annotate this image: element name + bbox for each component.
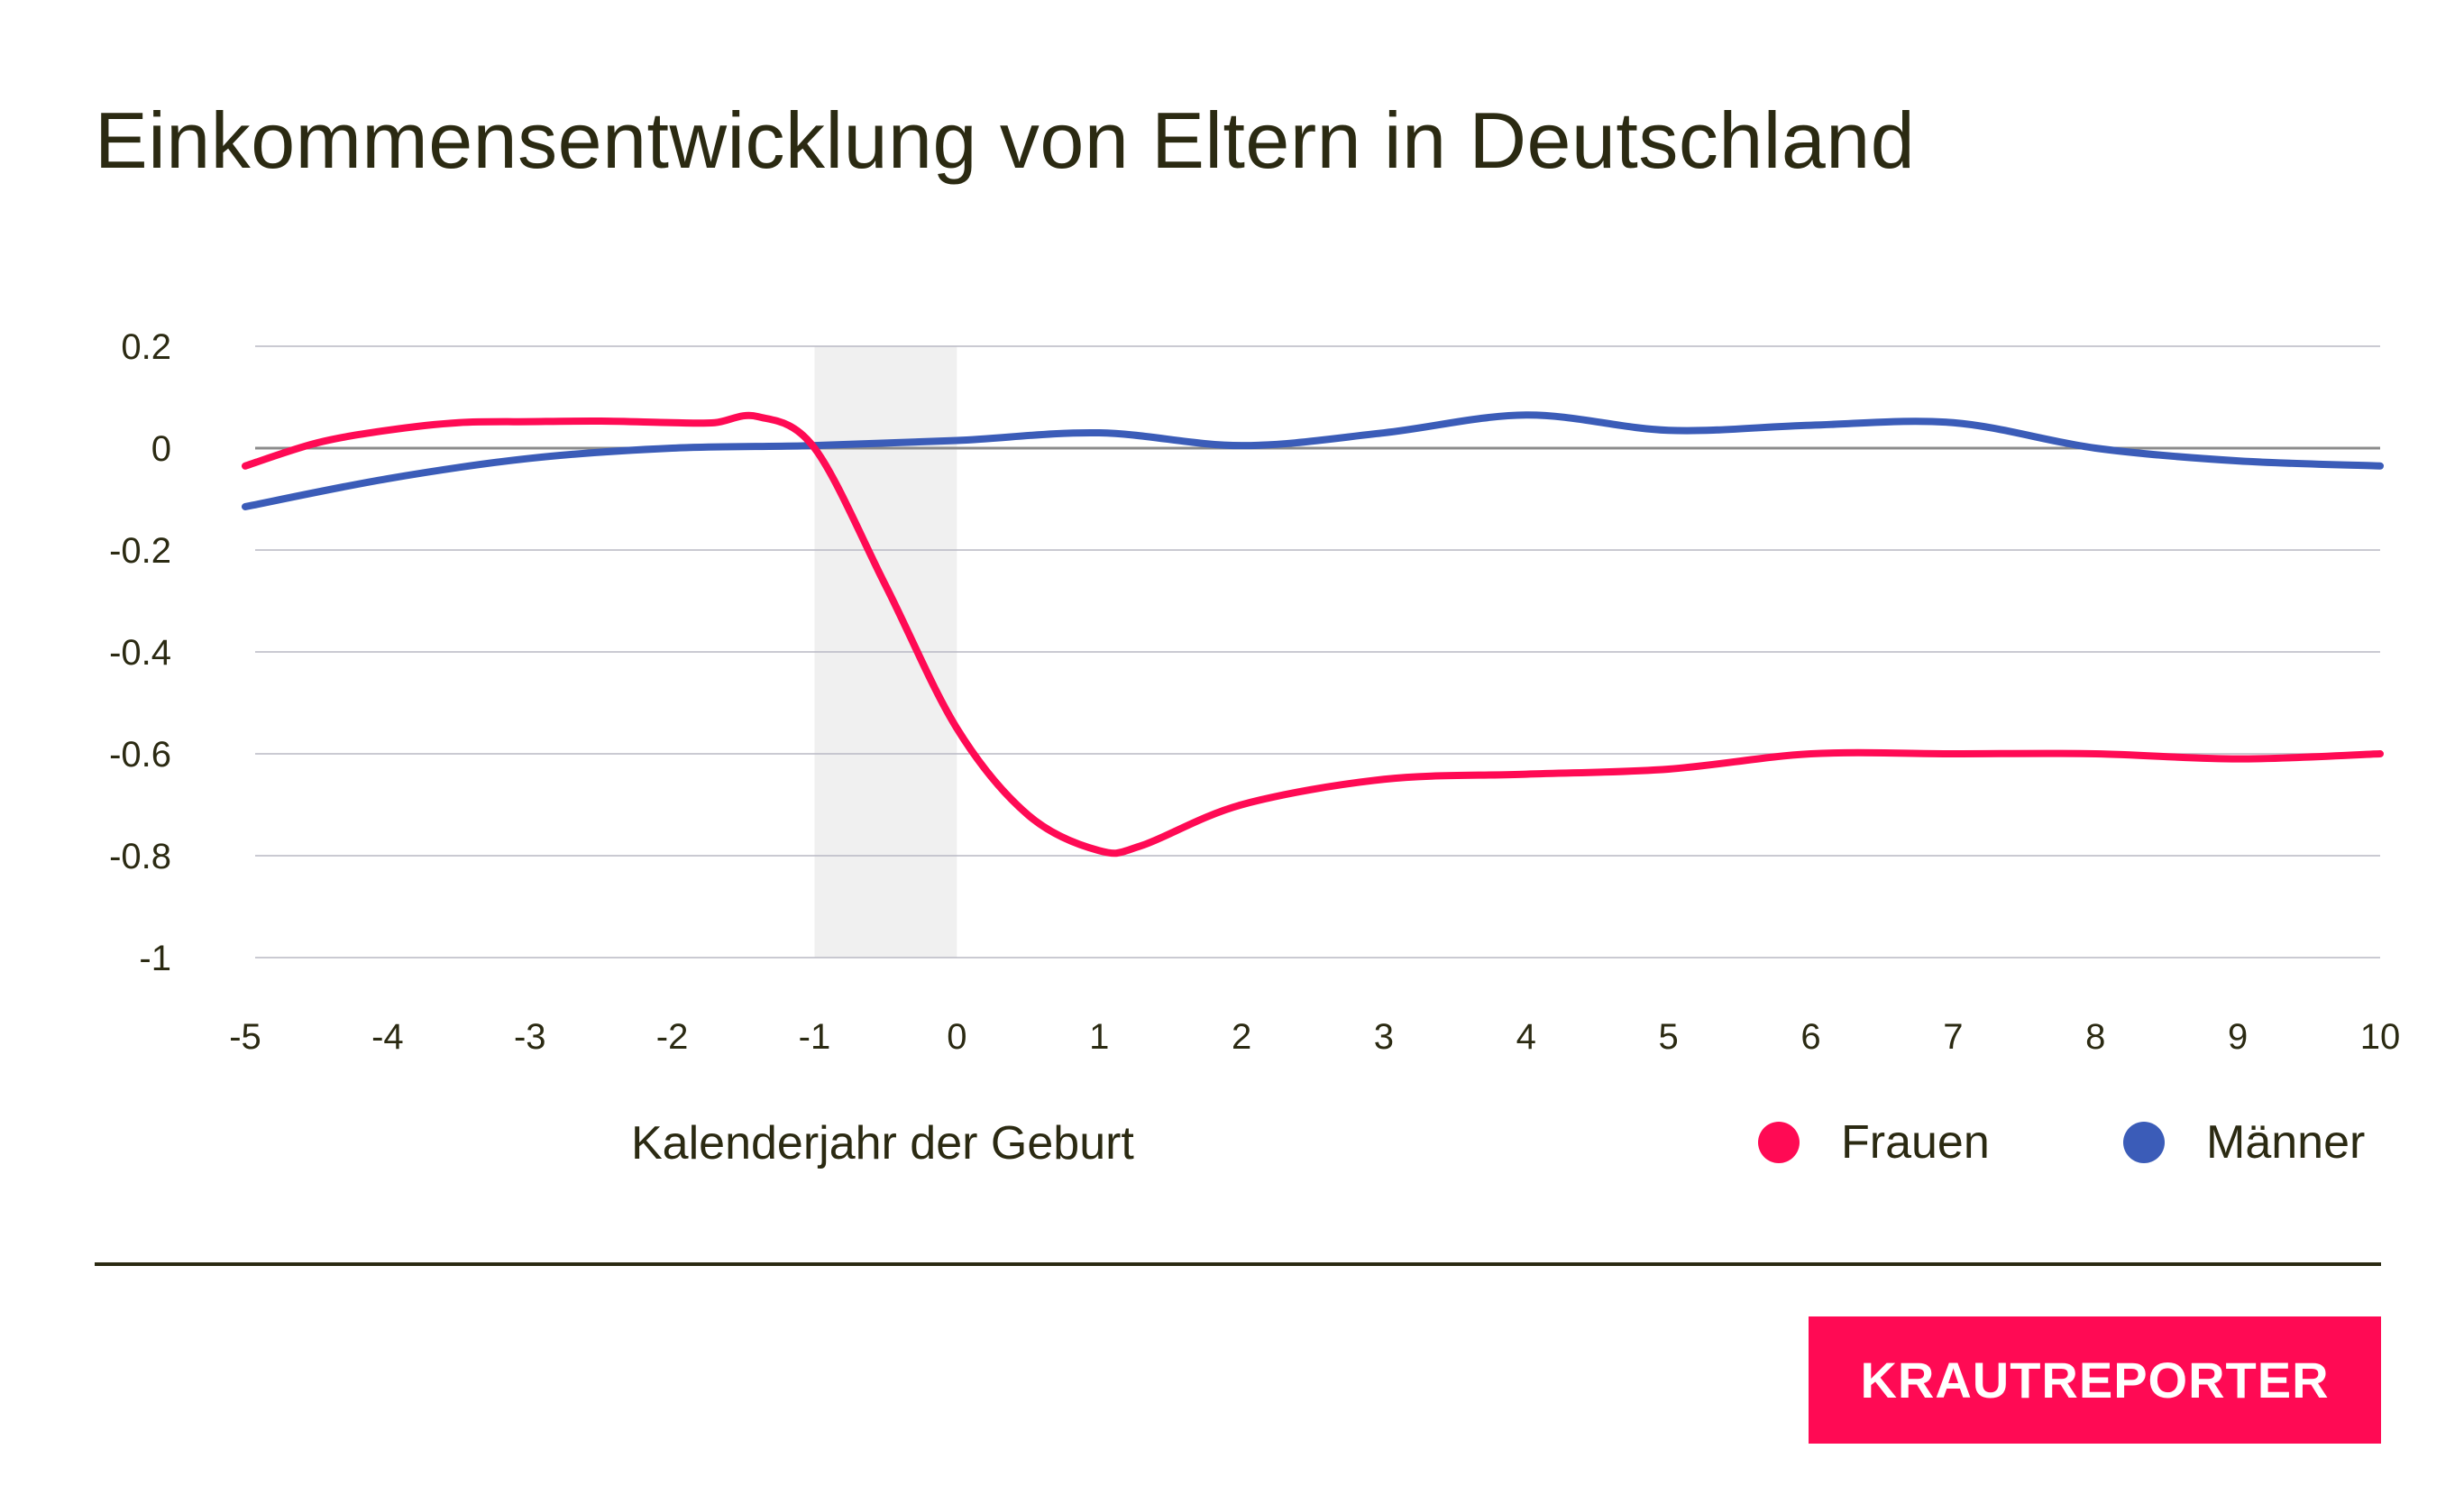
- y-tick-label: -0.2: [109, 531, 171, 571]
- y-tick-label: -0.8: [109, 837, 171, 876]
- x-tick-label: 9: [2228, 1017, 2248, 1057]
- y-tick-label: 0.2: [121, 327, 171, 367]
- legend-item-frauen: Frauen: [1758, 1111, 1990, 1174]
- y-tick-label: -0.6: [109, 735, 171, 775]
- legend-item-maenner: Männer: [2123, 1111, 2365, 1174]
- x-tick-label: -3: [514, 1017, 546, 1057]
- x-tick-label: 0: [947, 1017, 966, 1057]
- legend-label-frauen: Frauen: [1841, 1116, 1990, 1169]
- x-tick-label: 2: [1232, 1017, 1251, 1057]
- chart-title: Einkommensentwicklung von Eltern in Deut…: [95, 96, 1916, 185]
- brand-logo[interactable]: KRAUTREPORTER: [1809, 1316, 2381, 1444]
- legend-label-maenner: Männer: [2206, 1116, 2366, 1169]
- x-axis-ticks: -5 -4 -3 -2 -1 0 1 2 3 4 5 6 7 8 9 10: [229, 1017, 2400, 1057]
- y-tick-label: 0: [151, 429, 171, 469]
- x-tick-label: 7: [1943, 1017, 1963, 1057]
- y-tick-label: -0.4: [109, 633, 171, 673]
- series-line-frauen: [242, 411, 2384, 858]
- x-tick-label: -1: [799, 1017, 831, 1057]
- series-line-maenner: [242, 411, 2384, 510]
- x-axis-label: Kalenderjahr der Geburt: [631, 1117, 1134, 1169]
- y-axis-ticks: 0.2 0 -0.2 -0.4 -0.6 -0.8 -1: [109, 327, 171, 978]
- x-tick-label: -2: [656, 1017, 689, 1057]
- y-tick-label: -1: [139, 939, 171, 978]
- x-tick-label: 10: [2360, 1017, 2401, 1057]
- x-tick-label: 8: [2085, 1017, 2105, 1057]
- x-tick-label: -5: [229, 1017, 261, 1057]
- x-tick-label: 4: [1516, 1017, 1536, 1057]
- series-lines: [242, 411, 2384, 858]
- divider: [95, 1262, 2381, 1266]
- legend-swatch-maenner: [2123, 1122, 2165, 1163]
- x-tick-label: -4: [371, 1017, 404, 1057]
- x-tick-label: 5: [1659, 1017, 1679, 1057]
- x-tick-label: 3: [1374, 1017, 1394, 1057]
- x-tick-label: 6: [1800, 1017, 1820, 1057]
- grid-lines: [255, 345, 2380, 958]
- legend-swatch-frauen: [1758, 1122, 1800, 1163]
- x-tick-label: 1: [1089, 1017, 1109, 1057]
